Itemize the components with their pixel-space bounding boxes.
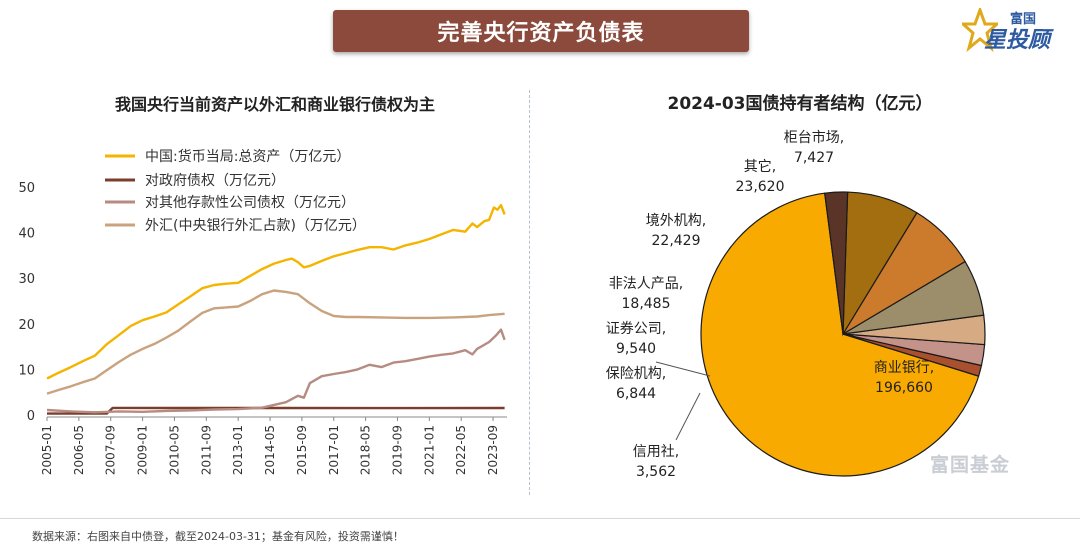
y-tick-label: 20 — [18, 318, 35, 333]
x-tick-label: 2013-01 — [231, 425, 245, 475]
pie-slice-7 — [824, 191, 849, 335]
brand-logo: 富国 星投顾 — [962, 6, 1072, 56]
series-line-0 — [46, 204, 506, 380]
x-tick-label: 2023-09 — [486, 425, 500, 475]
pie-label-1: 信用社, — [633, 444, 679, 460]
footer-divider — [0, 518, 1080, 519]
pie-label-3: 证券公司, — [606, 321, 666, 337]
x-tick-label: 2014-05 — [263, 425, 277, 475]
pie-value-6: 23,620 — [736, 179, 785, 195]
pie-label-2: 保险机构, — [606, 366, 666, 382]
pie-value-5: 22,429 — [652, 233, 701, 249]
x-tick-label: 2007-09 — [104, 425, 118, 475]
y-tick-label: 0 — [27, 409, 35, 424]
star-icon — [962, 8, 998, 52]
x-tick-label: 2015-09 — [295, 425, 309, 475]
y-tick-label: 50 — [18, 181, 35, 196]
legend-label-2: 对其他存款性公司债权（万亿元） — [145, 195, 355, 211]
x-tick-label: 2022-05 — [454, 425, 468, 475]
legend-label-0: 中国:货币当局:总资产（万亿元） — [145, 148, 350, 165]
pie-value-4: 18,485 — [622, 296, 671, 312]
page-title-banner: 完善央行资产负债表 — [333, 10, 749, 52]
pie-label-4: 非法人产品, — [609, 276, 683, 292]
line-chart-title: 我国央行当前资产以外汇和商业银行债权为主 — [114, 95, 435, 114]
pie-slice-0 — [700, 192, 980, 477]
pie-leader-line-1 — [675, 392, 701, 441]
y-tick-label: 30 — [18, 272, 35, 287]
pie-label-0: 商业银行, — [874, 360, 934, 376]
x-tick-label: 2011-09 — [199, 425, 213, 475]
pie-value-1: 3,562 — [636, 464, 676, 480]
pie-leader-line-2 — [655, 361, 711, 377]
logo-top-text: 富国 — [1010, 12, 1037, 27]
footer-note: 数据来源：右图来自中债登，截至2024-03-31；基金有风险，投资需谨慎！ — [32, 530, 404, 543]
x-tick-label: 2009-01 — [136, 425, 150, 475]
legend-label-1: 对政府债权（万亿元） — [145, 173, 285, 189]
pie-value-0: 196,660 — [875, 380, 933, 396]
logo-bottom-text: 星投顾 — [984, 28, 1051, 53]
series-line-2 — [46, 328, 506, 414]
x-tick-label: 2018-05 — [359, 425, 373, 475]
legend-label-3: 外汇(中央银行外汇占款)（万亿元） — [145, 218, 366, 234]
pie-value-2: 6,844 — [616, 386, 656, 402]
pie-chart-title: 2024-03国债持有者结构（亿元） — [667, 94, 933, 114]
x-tick-label: 2021-01 — [422, 425, 436, 475]
y-tick-label: 40 — [18, 227, 35, 242]
y-tick-label: 10 — [18, 363, 35, 378]
series-line-1 — [47, 406, 505, 415]
x-tick-label: 2019-09 — [390, 425, 404, 475]
pie-value-3: 9,540 — [616, 341, 656, 357]
page-title: 完善央行资产负债表 — [437, 21, 645, 46]
pie-label-6: 其它, — [744, 158, 776, 175]
series-line-3 — [46, 289, 505, 395]
panel-divider — [529, 90, 530, 495]
x-tick-label: 2006-05 — [72, 425, 86, 475]
pie-label-5: 境外机构, — [646, 213, 706, 229]
watermark-text: 富国基金 — [930, 454, 1011, 476]
pie-label-7: 柜台市场, — [784, 129, 844, 146]
pie-value-7: 7,427 — [794, 150, 834, 166]
line-chart: 0 10 20 30 40 50 2005-01 2006-05 2007-09 2009-01 2… — [18, 148, 507, 475]
x-tick-label: 2005-01 — [40, 425, 54, 475]
x-tick-label: 2017-01 — [327, 425, 341, 475]
pie-chart: 商业银行, 196,660 信用社, 3,562 保险机构, 6,844 证券公司, 9,54… — [606, 129, 986, 480]
x-tick-label: 2010-05 — [167, 425, 181, 475]
